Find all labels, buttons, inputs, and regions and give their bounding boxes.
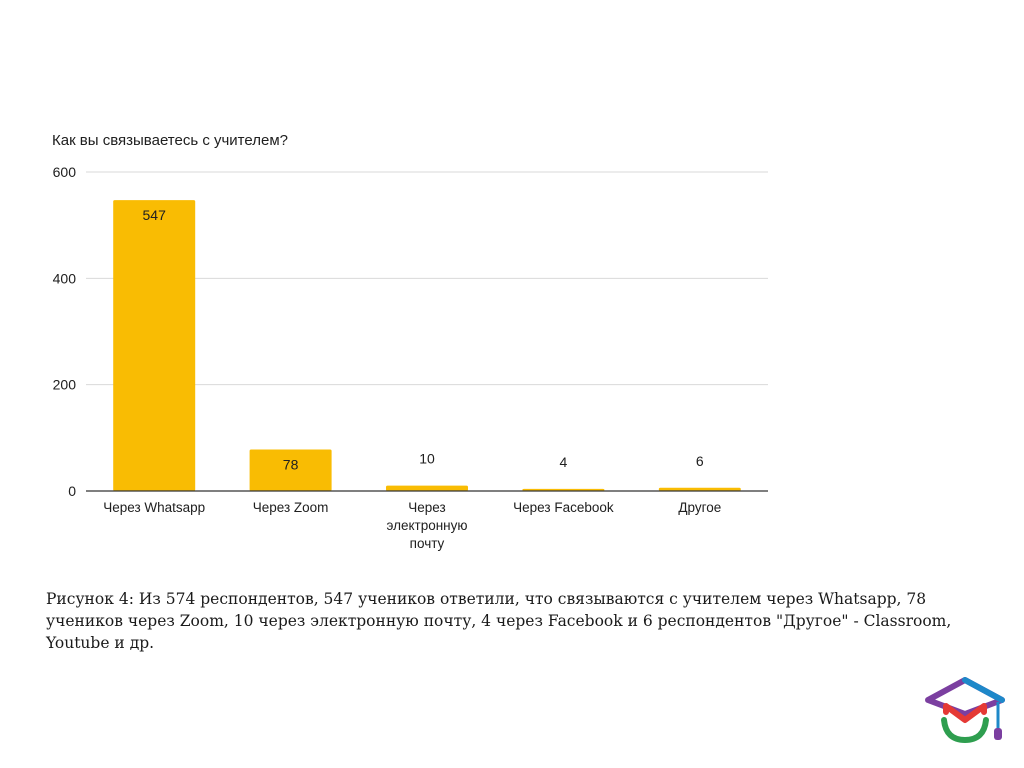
chart-title: Как вы связываетесь с учителем? bbox=[52, 132, 288, 149]
y-tick-label: 400 bbox=[53, 270, 77, 286]
category-label: Через Zoom bbox=[253, 500, 329, 515]
category-label: Другое bbox=[678, 500, 721, 515]
data-label: 78 bbox=[283, 457, 299, 473]
chart: Как вы связываетесь с учителем? 0 200 400 60… bbox=[52, 132, 768, 551]
graduation-cap-logo-icon bbox=[925, 677, 1005, 744]
data-label: 6 bbox=[696, 453, 704, 469]
data-label: 10 bbox=[419, 451, 435, 467]
y-tick-label: 600 bbox=[53, 164, 77, 180]
category-label: Через электронную почту bbox=[386, 500, 467, 551]
figure-caption: Рисунок 4: Из 574 респондентов, 547 учен… bbox=[46, 590, 952, 652]
bar bbox=[386, 485, 468, 491]
bar bbox=[249, 449, 332, 491]
category-label: Через Whatsapp bbox=[103, 500, 205, 515]
y-tick-label: 200 bbox=[53, 377, 77, 393]
bar-chart-svg: Как вы связываетесь с учителем? 0 200 400 60… bbox=[52, 132, 768, 551]
data-label: 4 bbox=[560, 454, 568, 470]
bar bbox=[113, 200, 196, 491]
y-tick-label: 0 bbox=[68, 483, 76, 499]
category-label: Через Facebook bbox=[513, 500, 614, 515]
bar bbox=[658, 487, 741, 491]
data-label: 547 bbox=[143, 207, 167, 223]
